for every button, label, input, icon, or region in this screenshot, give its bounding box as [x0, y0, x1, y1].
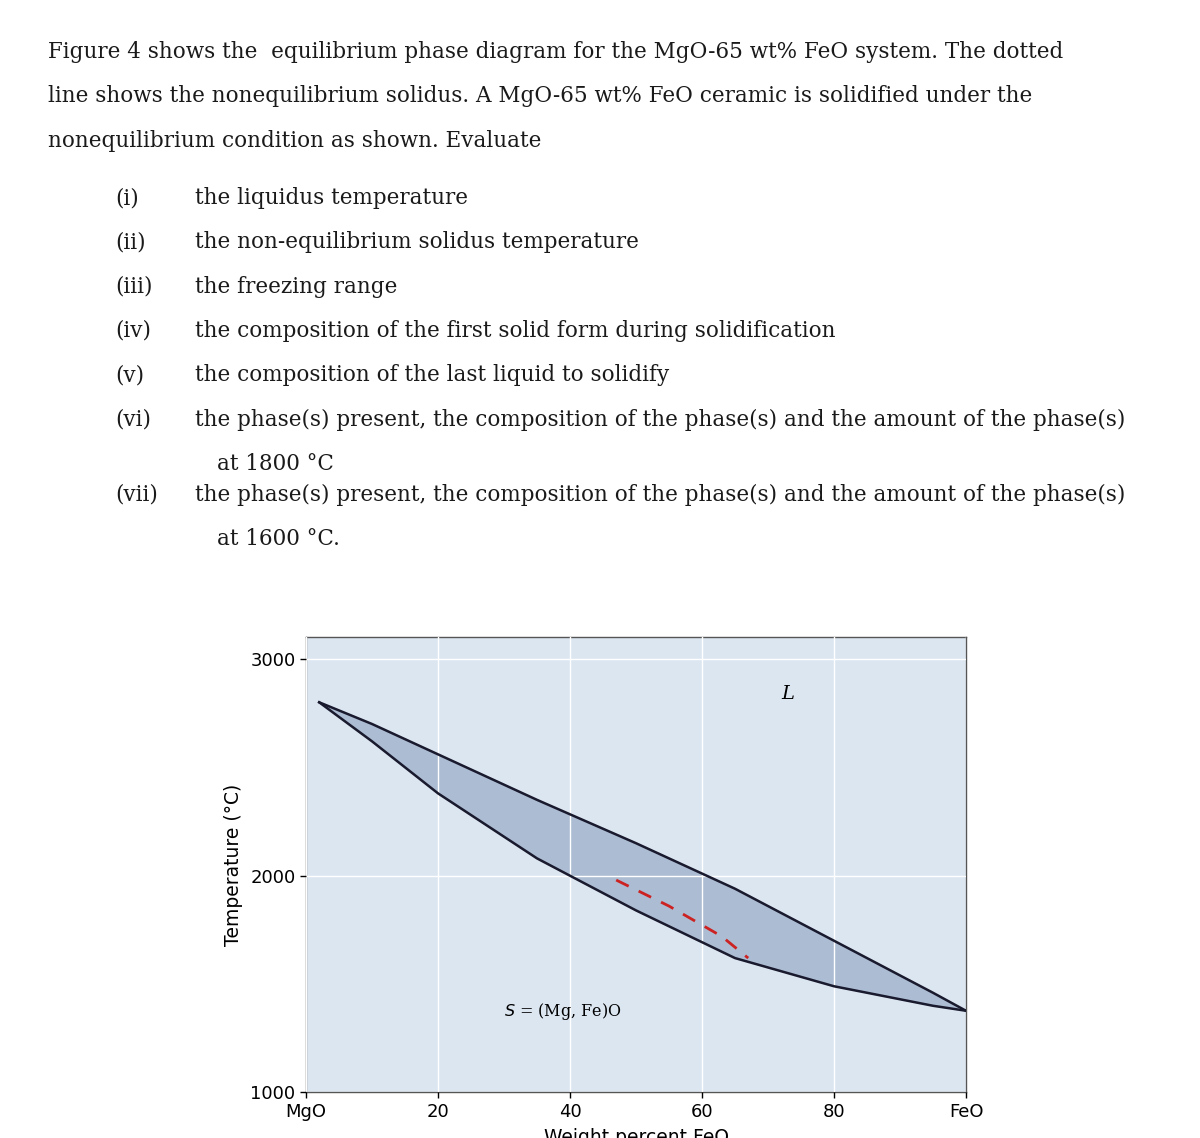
- Text: Figure 4 shows the  equilibrium phase diagram for the MgO-65 wt% FeO system. The: Figure 4 shows the equilibrium phase dia…: [48, 41, 1063, 64]
- Text: the phase(s) present, the composition of the phase(s) and the amount of the phas: the phase(s) present, the composition of…: [194, 484, 1126, 505]
- X-axis label: Weight percent FeO: Weight percent FeO: [544, 1128, 728, 1138]
- Text: (vii): (vii): [115, 484, 158, 505]
- Text: nonequilibrium condition as shown. Evaluate: nonequilibrium condition as shown. Evalu…: [48, 130, 541, 151]
- Text: (iii): (iii): [115, 275, 154, 298]
- Text: (v): (v): [115, 364, 145, 386]
- Text: line shows the nonequilibrium solidus. A MgO-65 wt% FeO ceramic is solidified un: line shows the nonequilibrium solidus. A…: [48, 85, 1032, 107]
- Text: (iv): (iv): [115, 320, 151, 341]
- Text: the composition of the last liquid to solidify: the composition of the last liquid to so…: [194, 364, 668, 386]
- Text: (ii): (ii): [115, 231, 146, 254]
- Text: at 1600 °C.: at 1600 °C.: [217, 528, 340, 550]
- Text: the non-equilibrium solidus temperature: the non-equilibrium solidus temperature: [194, 231, 638, 254]
- Text: the freezing range: the freezing range: [194, 275, 397, 298]
- Text: L: L: [781, 685, 794, 703]
- Text: (i): (i): [115, 188, 139, 209]
- Y-axis label: Temperature (°C): Temperature (°C): [224, 784, 244, 946]
- Polygon shape: [319, 702, 966, 1011]
- Text: the phase(s) present, the composition of the phase(s) and the amount of the phas: the phase(s) present, the composition of…: [194, 409, 1126, 430]
- Text: at 1800 °C: at 1800 °C: [217, 453, 334, 475]
- Text: $S$ = (Mg, Fe)O: $S$ = (Mg, Fe)O: [504, 1001, 622, 1022]
- Text: the composition of the first solid form during solidification: the composition of the first solid form …: [194, 320, 835, 341]
- Text: the liquidus temperature: the liquidus temperature: [194, 188, 468, 209]
- Text: (vi): (vi): [115, 409, 151, 430]
